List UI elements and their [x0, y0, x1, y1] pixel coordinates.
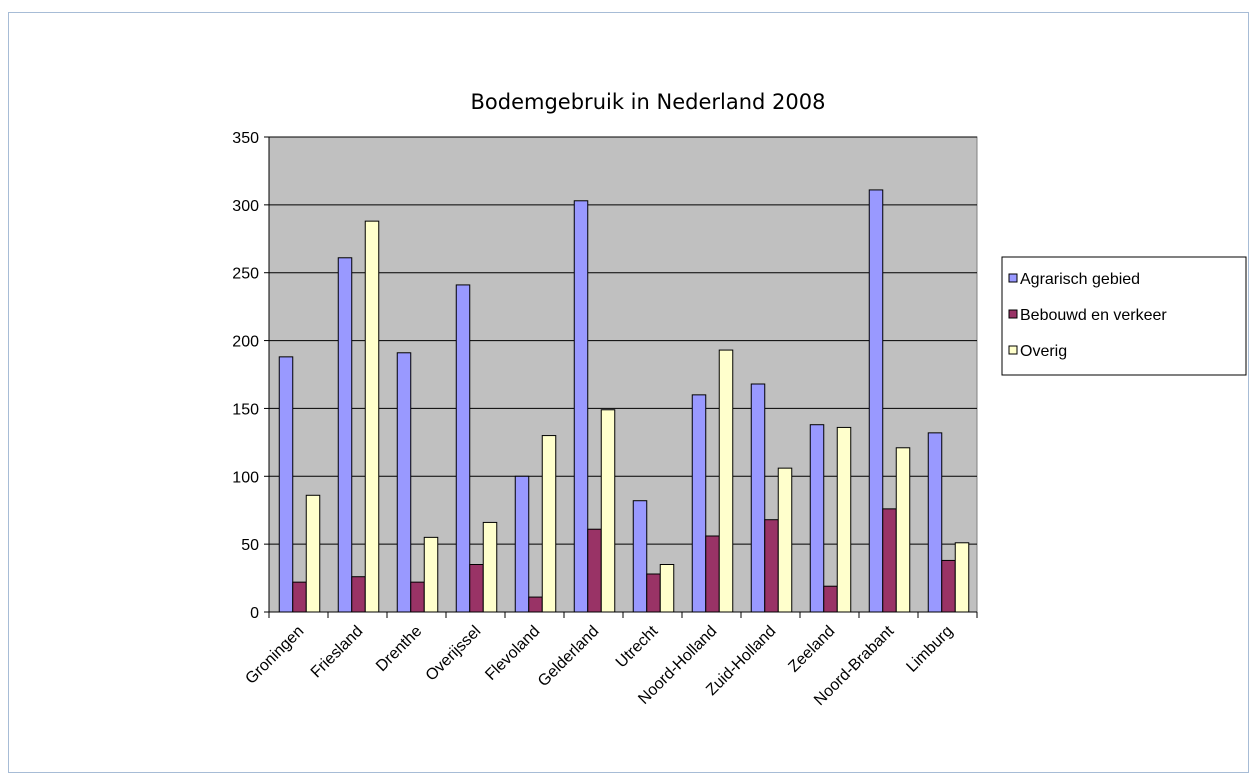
- bar-overig-drenthe: [423, 536, 439, 613]
- bar-bebouwd-en-verkeer-gelderland: [587, 528, 602, 613]
- legend-swatch-bebouwd-en-verkeer: [1008, 309, 1018, 319]
- bar-overig-friesland: [364, 220, 380, 613]
- x-tick-label-utrecht: Utrecht: [613, 622, 662, 671]
- y-tick-label: 150: [232, 401, 259, 418]
- x-tick-label-overijssel: Overijssel: [423, 623, 485, 685]
- x-tick-label-flevoland: Flevoland: [482, 623, 543, 684]
- y-tick-label: 200: [232, 334, 259, 351]
- bar-agrarisch-gebied-friesland: [337, 257, 353, 613]
- bar-agrarisch-gebied-zeeland: [809, 424, 825, 613]
- bar-overig-zeeland: [836, 426, 852, 613]
- x-tick-label-friesland: Friesland: [308, 623, 367, 682]
- y-tick-label: 0: [250, 605, 259, 622]
- x-tick-label-gelderland: Gelderland: [535, 623, 602, 690]
- legend-swatch-agrarisch-gebied: [1008, 273, 1018, 283]
- bar-bebouwd-en-verkeer-groningen: [292, 581, 307, 613]
- bar-overig-groningen: [305, 494, 321, 613]
- bar-agrarisch-gebied-utrecht: [632, 500, 648, 613]
- y-tick-label: 300: [232, 198, 259, 215]
- y-tick-label: 100: [232, 469, 259, 486]
- bar-bebouwd-en-verkeer-zuid-holland: [764, 519, 779, 613]
- bar-overig-noord-brabant: [895, 447, 911, 613]
- bar-overig-gelderland: [600, 409, 616, 613]
- bar-overig-flevoland: [541, 435, 557, 613]
- bar-agrarisch-gebied-zuid-holland: [750, 383, 766, 613]
- bar-bebouwd-en-verkeer-zeeland: [823, 585, 838, 613]
- legend-label-overig: Overig: [1020, 343, 1067, 360]
- bar-bebouwd-en-verkeer-friesland: [351, 576, 366, 613]
- legend-label-bebouwd-en-verkeer: Bebouwd en verkeer: [1020, 307, 1167, 324]
- bar-overig-limburg: [954, 542, 970, 613]
- x-tick-label-drenthe: Drenthe: [373, 623, 425, 675]
- bar-agrarisch-gebied-noord-brabant: [868, 189, 884, 613]
- bar-overig-utrecht: [659, 564, 675, 613]
- x-tick-label-groningen: Groningen: [242, 623, 307, 688]
- bar-bebouwd-en-verkeer-noord-brabant: [882, 508, 897, 613]
- legend-swatch-overig: [1008, 345, 1018, 355]
- bar-overig-noord-holland: [718, 349, 734, 613]
- bar-bebouwd-en-verkeer-utrecht: [646, 573, 661, 613]
- x-tick-label-limburg: Limburg: [903, 623, 956, 676]
- bar-overig-overijssel: [482, 521, 498, 613]
- legend: Agrarisch gebied Bebouwd en verkeer Overig: [1001, 256, 1247, 376]
- bar-agrarisch-gebied-drenthe: [396, 352, 412, 613]
- bar-overig-zuid-holland: [777, 467, 793, 613]
- bar-bebouwd-en-verkeer-overijssel: [469, 564, 484, 613]
- chart-title: Bodemgebruik in Nederland 2008: [471, 90, 826, 114]
- y-tick-label: 350: [232, 130, 259, 147]
- bar-bebouwd-en-verkeer-noord-holland: [705, 535, 720, 613]
- bar-agrarisch-gebied-overijssel: [455, 284, 471, 613]
- plot-area: 0 50 100 150 200 250 300 350 Groningen Friesland D…: [232, 130, 978, 709]
- legend-label-agrarisch-gebied: Agrarisch gebied: [1020, 271, 1140, 288]
- bar-bebouwd-en-verkeer-flevoland: [528, 596, 543, 613]
- bar-bebouwd-en-verkeer-limburg: [941, 559, 956, 613]
- y-tick-label: 50: [241, 537, 259, 554]
- bar-agrarisch-gebied-limburg: [927, 432, 943, 613]
- y-tick-label: 250: [232, 266, 259, 283]
- legend-box: [1001, 256, 1247, 376]
- bar-agrarisch-gebied-groningen: [278, 356, 294, 613]
- bar-agrarisch-gebied-flevoland: [514, 475, 530, 613]
- bar-agrarisch-gebied-noord-holland: [691, 394, 707, 613]
- chart-frame: [8, 12, 1249, 773]
- x-tick-label-zeeland: Zeeland: [785, 623, 838, 676]
- bar-bebouwd-en-verkeer-drenthe: [410, 581, 425, 613]
- bar-agrarisch-gebied-gelderland: [573, 200, 589, 613]
